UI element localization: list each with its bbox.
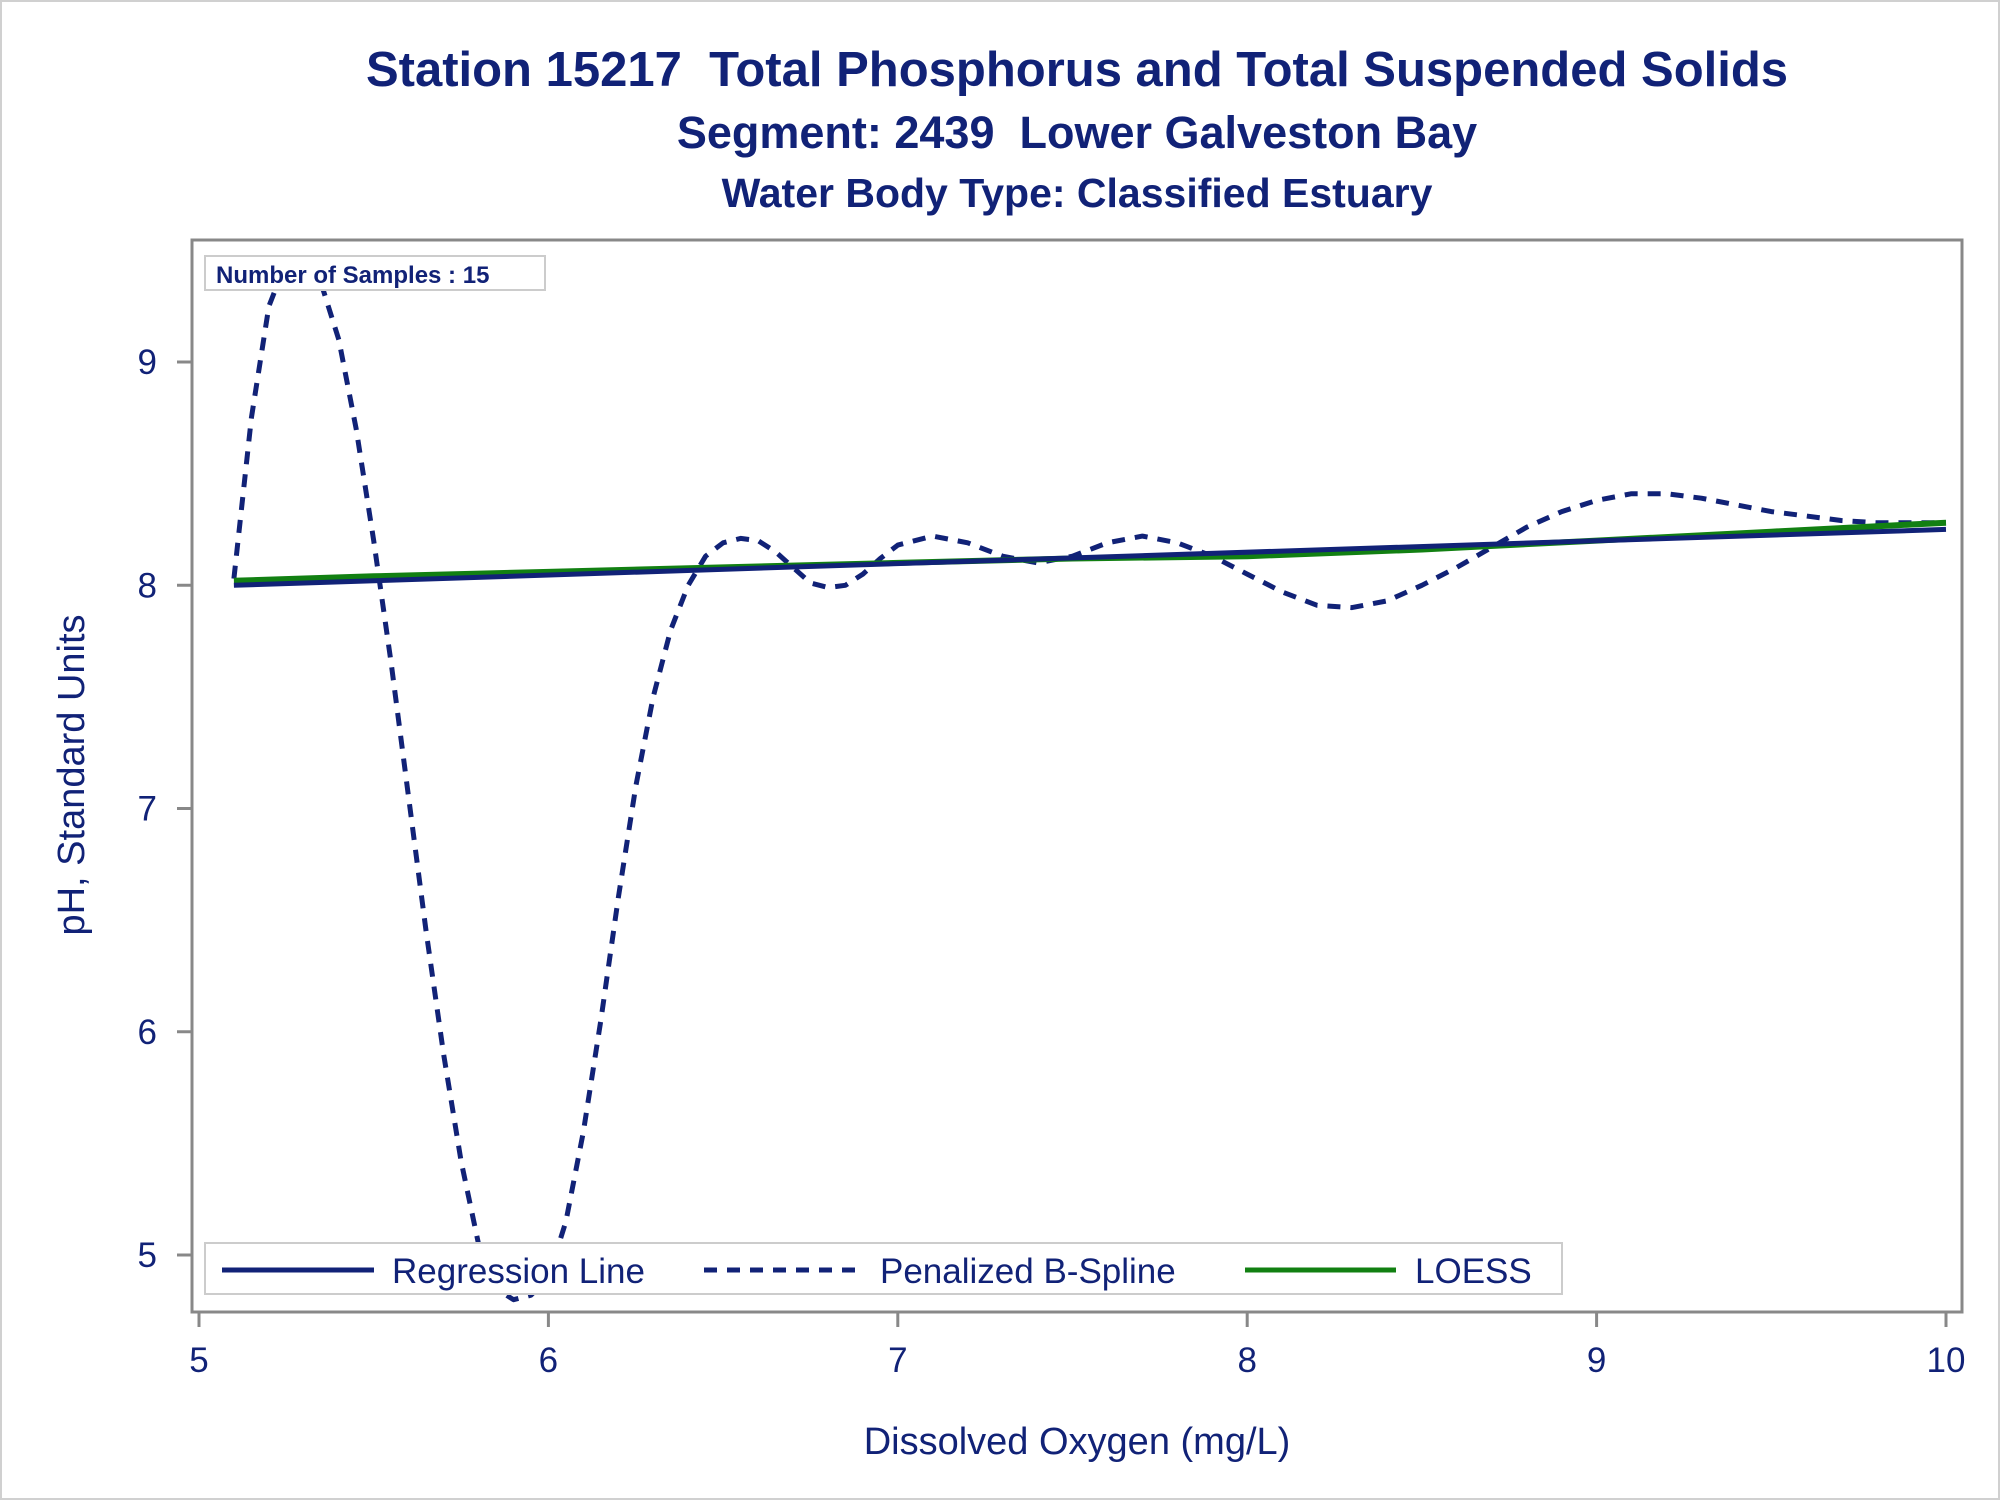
y-tick-label: 7 [138,790,157,829]
legend-label-bspline: Penalized B-Spline [880,1252,1176,1291]
x-axis: 5 6 7 8 9 10 [189,1312,1965,1380]
x-tick-label: 9 [1587,1341,1606,1380]
chart-subtitle-water-body: Water Body Type: Classified Estuary [721,170,1433,216]
x-tick-label: 8 [1237,1341,1256,1380]
sample-count-annotation: Number of Samples : 15 [204,255,546,291]
series-penalized-bspline [231,259,1946,1303]
y-tick-label: 5 [138,1236,157,1275]
annotation-frame [204,255,546,291]
annotation-text: Number of Samples : 15 [216,262,489,289]
y-tick-label: 9 [138,343,157,382]
series-layer [231,259,1947,1303]
plot-area [190,238,1964,1314]
series-loess [233,519,1947,584]
chart-title: Station 15217 Total Phosphorus and Total… [365,43,1789,97]
series-regression-line [233,526,1947,588]
x-tick-label: 6 [539,1341,558,1380]
legend-label-loess: LOESS [1415,1252,1532,1291]
y-axis: 5 6 7 8 9 [138,343,192,1275]
x-tick-label: 10 [1927,1341,1966,1380]
y-tick-label: 6 [138,1013,157,1052]
x-axis-label: Dissolved Oxygen (mg/L) [864,1421,1291,1463]
y-tick-label: 8 [138,566,157,605]
x-tick-label: 7 [888,1341,907,1380]
chart-subtitle-segment: Segment: 2439 Lower Galveston Bay [676,107,1478,158]
legend-label-regression: Regression Line [392,1252,645,1291]
legend: Regression Line Penalized B-Spline LOESS [204,1242,1563,1295]
x-tick-label: 5 [189,1341,208,1380]
y-axis-label: pH, Standard Units [51,614,93,935]
